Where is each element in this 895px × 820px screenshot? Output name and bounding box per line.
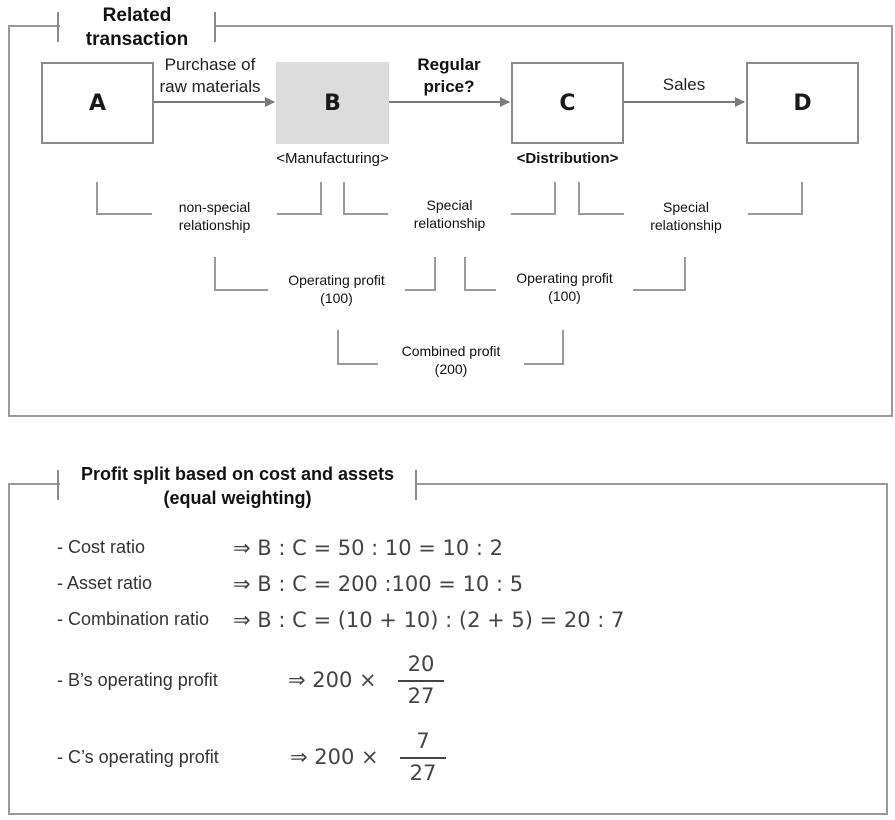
edge-label-regular-price-line1: Regular	[417, 55, 481, 74]
c-profit-fraction-bar	[400, 757, 446, 759]
b-profit-label: - B’s operating profit	[57, 670, 218, 690]
bracket-b-profit-left	[214, 257, 268, 291]
b-operating-profit: Operating profit (100)	[268, 271, 405, 307]
bracket-bc-left	[343, 182, 388, 215]
edge-label-regular-price: Regular price?	[390, 54, 508, 98]
company-b-box: B	[276, 62, 389, 144]
related-transaction-title-line2: transaction	[85, 29, 189, 50]
title-tick-left	[57, 12, 59, 42]
profit-split-frame	[8, 483, 888, 815]
b-subtitle-manufacturing: <Manufacturing>	[276, 150, 389, 167]
relationship-cd: Special relationship	[624, 198, 748, 234]
edge-label-purchase-line2: raw materials	[159, 77, 261, 96]
b-profit-prefix: ⇒ 200 ×	[288, 668, 377, 692]
c-operating-profit-line1: Operating profit	[516, 270, 613, 286]
b-profit-numerator: 20	[407, 652, 435, 676]
edge-label-regular-price-line2: price?	[423, 77, 475, 96]
relationship-ab-line1: non-special	[178, 199, 251, 215]
c-subtitle-distribution: <Distribution>	[516, 150, 619, 167]
relationship-cd-line1: Special	[663, 199, 709, 215]
bracket-cd-right	[748, 182, 803, 215]
company-c-box: C	[511, 62, 624, 144]
edge-label-purchase: Purchase of raw materials	[148, 54, 272, 98]
b-profit-denominator: 27	[407, 684, 435, 708]
related-transaction-title-line1: Related	[102, 5, 172, 26]
relationship-bc-line2: relationship	[413, 215, 486, 231]
combined-profit: Combined profit (200)	[378, 342, 524, 378]
combined-profit-line2: (200)	[434, 361, 468, 377]
cost-ratio-label: - Cost ratio	[57, 537, 146, 557]
related-transaction-title: Related transaction	[60, 4, 214, 50]
split-title-tick-left	[57, 470, 59, 500]
c-profit-numerator: 7	[416, 729, 430, 753]
c-operating-profit: Operating profit (100)	[496, 269, 633, 305]
profit-split-title-line1: Profit split based on cost and assets	[80, 464, 395, 484]
related-transaction-frame	[8, 25, 893, 417]
bracket-b-profit-right	[405, 257, 436, 291]
profit-split-title: Profit split based on cost and assets (e…	[60, 462, 415, 510]
title-tick-right	[214, 12, 216, 42]
relationship-ab-line2: relationship	[178, 217, 251, 233]
combination-ratio-formula: ⇒ B : C = (10 + 10) : (2 + 5) = 20 : 7	[233, 608, 625, 632]
profit-split-title-line2: (equal weighting)	[163, 488, 312, 508]
company-d-box: D	[746, 62, 859, 144]
edge-label-purchase-line1: Purchase of	[164, 55, 256, 74]
bracket-combined-right	[524, 330, 564, 365]
cost-ratio-formula: ⇒ B : C = 50 : 10 = 10 : 2	[233, 536, 504, 560]
asset-ratio-label: - Asset ratio	[57, 573, 153, 593]
c-profit-prefix: ⇒ 200 ×	[290, 745, 379, 769]
split-title-tick-right	[415, 470, 417, 500]
bracket-ab-right	[277, 182, 322, 215]
b-operating-profit-line1: Operating profit	[288, 272, 385, 288]
b-profit-fraction-bar	[398, 680, 444, 682]
edge-label-sales: Sales	[662, 75, 706, 94]
relationship-bc-line1: Special	[426, 197, 473, 213]
bracket-c-profit-left	[464, 257, 496, 291]
bracket-ab-left	[96, 182, 152, 215]
combined-profit-line1: Combined profit	[401, 343, 501, 359]
c-profit-label: - C’s operating profit	[57, 747, 219, 767]
c-operating-profit-line2: (100)	[548, 288, 581, 304]
relationship-cd-line2: relationship	[650, 217, 722, 233]
asset-ratio-formula: ⇒ B : C = 200 :100 = 10 : 5	[233, 572, 524, 596]
combination-ratio-label: - Combination ratio	[57, 609, 210, 629]
bracket-bc-right	[511, 182, 556, 215]
relationship-bc: Special relationship	[388, 196, 511, 232]
c-profit-denominator: 27	[409, 761, 437, 785]
bracket-cd-left	[578, 182, 624, 215]
bracket-c-profit-right	[633, 257, 686, 291]
company-a-box: A	[41, 62, 154, 144]
relationship-ab: non-special relationship	[152, 198, 277, 234]
bracket-combined-left	[337, 330, 378, 365]
b-operating-profit-line2: (100)	[320, 290, 353, 306]
